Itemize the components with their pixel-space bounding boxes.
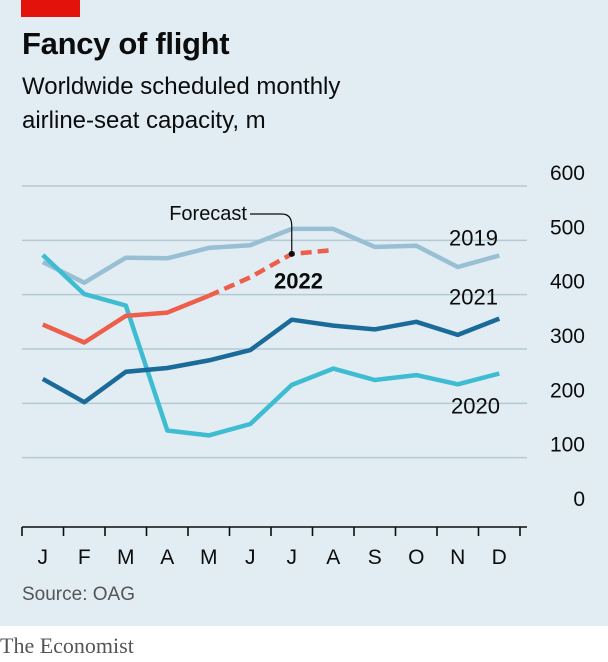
chart-subtitle: Worldwide scheduled monthly airline-seat… (22, 70, 582, 138)
x-tick-label: N (450, 546, 465, 569)
economist-logo: The Economist (0, 633, 134, 658)
series-line-2019 (41, 226, 500, 285)
series-labels: 2019 2020 2021 2022 (274, 226, 500, 419)
x-tick-label: F (78, 546, 91, 569)
subtitle-line-2: airline-seat capacity, m (22, 107, 266, 134)
x-tick-label: J (287, 546, 298, 569)
series-label-2022: 2022 (274, 269, 323, 294)
series-label-2020: 2020 (451, 393, 500, 418)
x-tick-label: O (408, 546, 424, 569)
chart-title: Fancy of flight (22, 26, 230, 61)
y-tick-label: 300 (550, 325, 585, 348)
y-tick-labels: 0 100 200 300 400 500 600 (550, 162, 585, 511)
brand-red-tag (21, 0, 80, 17)
source-note: Source: OAG (22, 584, 135, 605)
x-tick-label: A (326, 546, 340, 569)
y-tick-label: 0 (573, 488, 585, 511)
series-line-2022-actual (41, 293, 210, 345)
series-line-2020 (41, 253, 500, 438)
series-line-2021 (41, 316, 501, 405)
y-tick-label: 200 (550, 379, 585, 402)
x-tick-label: M (200, 546, 218, 569)
x-tick-label: D (492, 546, 507, 569)
annotations: Forecast (169, 203, 295, 257)
series-lines (41, 226, 501, 438)
y-tick-label: 600 (550, 162, 585, 185)
x-tick-label: A (160, 546, 174, 569)
forecast-annotation: Forecast (169, 203, 247, 225)
series-line-2022-forecast (207, 247, 334, 298)
subtitle-line-1: Worldwide scheduled monthly (22, 73, 341, 100)
forecast-leader-line (250, 213, 293, 251)
y-tick-label: 100 (550, 434, 585, 457)
x-tick-label: J (245, 546, 256, 569)
line-chart: 0 100 200 300 400 500 600 J F M A M J J A S O N D 2019 202… (21, 162, 585, 569)
series-label-2021: 2021 (449, 285, 498, 310)
x-tick-label: J (38, 546, 49, 569)
forecast-marker (288, 250, 295, 257)
y-tick-label: 500 (550, 216, 585, 239)
x-tick-label: S (368, 546, 382, 569)
series-label-2019: 2019 (449, 226, 498, 251)
chart-panel (0, 0, 608, 626)
x-tick-label: M (117, 546, 135, 569)
y-tick-label: 400 (550, 271, 585, 294)
